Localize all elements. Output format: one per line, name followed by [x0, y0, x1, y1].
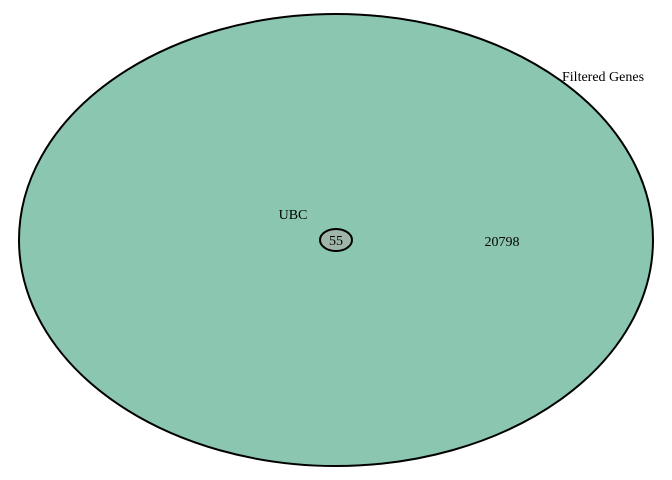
ubc-set-label: UBC — [279, 208, 308, 223]
ubc-set-circle — [319, 228, 353, 252]
filtered-genes-only-count-label: 20798 — [485, 235, 520, 250]
intersection-count-label: 55 — [329, 234, 343, 249]
filtered-genes-set-label: Filtered Genes — [562, 70, 644, 85]
